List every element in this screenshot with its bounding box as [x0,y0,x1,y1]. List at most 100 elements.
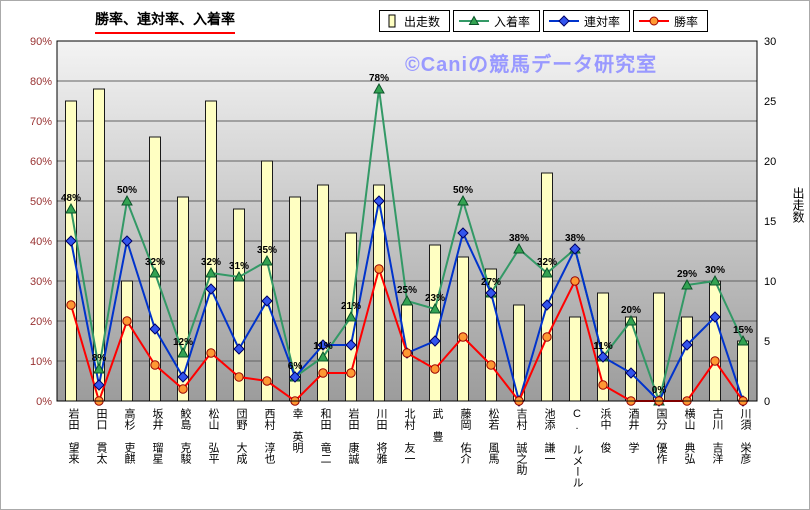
marker-circle [486,360,496,370]
marker-triangle [373,82,385,94]
marker-diamond [597,351,609,363]
marker-circle [150,360,160,370]
marker-circle [710,356,720,366]
right-axis-tick: 20 [764,156,776,168]
x-axis-label: 横山 典弘 [683,408,695,464]
legend-label-place-rate: 入着率 [494,14,531,29]
marker-diamond [121,235,133,247]
right-axis-tick: 5 [764,336,770,348]
marker-circle [178,384,188,394]
marker-diamond [289,371,301,383]
right-axis-tick: 0 [764,396,770,408]
x-axis-label: 北村 友一 [403,408,415,464]
marker-triangle [345,310,357,322]
marker-diamond [681,339,693,351]
legend-item-place-rate: 入着率 [453,10,541,32]
diamond-line-swatch-icon [549,15,580,27]
data-label: 32% [145,257,165,268]
data-label: 11% [313,341,333,352]
marker-diamond [177,371,189,383]
bar-starts [233,208,245,402]
x-axis-label: 田口 貫太 [95,408,107,464]
marker-diamond [317,339,329,351]
right-axis-tick: 15 [764,216,776,228]
bar-swatch-icon [388,14,396,28]
x-axis-label: 和田 竜二 [319,408,331,464]
marker-triangle [737,334,749,346]
right-axis-title: 出走数 [791,187,805,223]
marker-circle [542,332,552,342]
legend-label-starts: 出走数 [404,14,441,29]
x-axis-label: 団野 大成 [235,408,247,464]
marker-diamond [373,195,385,207]
left-axis-tick: 50% [30,196,52,208]
marker-triangle [513,242,525,254]
marker-diamond [485,287,497,299]
bar-starts [681,316,693,402]
marker-diamond [709,311,721,323]
data-label: 25% [397,285,417,296]
left-axis-tick: 30% [30,276,52,288]
x-axis-label: 国分 優作 [655,408,667,464]
left-axis-tick: 10% [30,356,52,368]
marker-diamond [233,343,245,355]
marker-triangle [429,302,441,314]
marker-triangle [709,274,721,286]
x-axis-label: 岩田 康誠 [347,408,359,464]
data-label: 50% [117,185,137,196]
watermark: ©Caniの競馬データ研究室 [405,54,658,76]
left-axis-tick: 60% [30,156,52,168]
triangle-line-swatch-icon [459,15,490,25]
marker-triangle [233,270,245,282]
legend-item-quinella-rate: 連対率 [543,10,631,32]
marker-circle [374,264,384,274]
data-label: 35% [257,245,277,256]
data-label: 78% [369,73,389,84]
right-axis-tick: 10 [764,276,776,288]
left-axis-tick: 20% [30,316,52,328]
data-label: 48% [61,193,81,204]
data-label: 38% [565,233,585,244]
marker-triangle [65,202,77,214]
marker-circle [206,348,216,358]
plot-border [56,40,758,402]
marker-triangle [261,254,273,266]
x-axis-label: 高杉 吏麒 [123,408,135,464]
x-axis-label: 川田 将雅 [375,408,387,464]
marker-diamond [205,283,217,295]
left-axis-tick: 40% [30,236,52,248]
marker-triangle [401,294,413,306]
data-label: 0% [652,385,667,396]
marker-diamond [345,339,357,351]
bar-starts [569,316,581,402]
marker-circle [262,376,272,386]
data-label: 32% [201,257,221,268]
marker-triangle [93,362,105,374]
marker-triangle [541,266,553,278]
marker-diamond [65,235,77,247]
bar-starts [121,280,133,402]
marker-triangle [681,278,693,290]
x-axis-label: 西村 淳也 [263,408,275,464]
x-axis-label: 池添 謙一 [543,408,555,464]
circle-line-swatch-icon [639,16,670,26]
marker-circle [122,316,132,326]
right-axis-tick: 25 [764,96,776,108]
marker-diamond [625,367,637,379]
left-axis-tick: 80% [30,76,52,88]
x-axis-label: 藤岡 佑介 [459,408,471,464]
data-label: 50% [453,185,473,196]
marker-triangle [457,194,469,206]
legend-item-starts: 出走数 [379,10,451,32]
data-label: 6% [288,361,303,372]
right-axis-tick: 30 [764,36,776,48]
marker-diamond [261,295,273,307]
marker-circle [234,372,244,382]
marker-triangle [625,314,637,326]
x-axis-label: 松若 風馬 [487,408,499,464]
x-axis-label: 松山 弘平 [207,408,219,464]
marker-circle [430,364,440,374]
data-label: 15% [733,325,753,336]
